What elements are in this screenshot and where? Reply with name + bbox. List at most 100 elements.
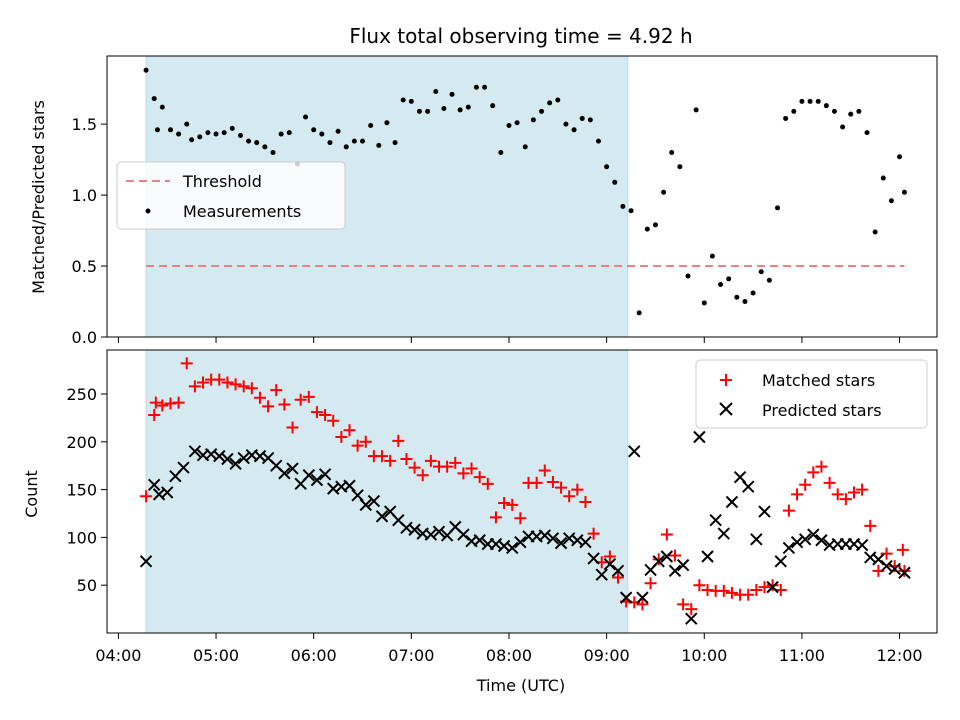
measurements-point [693, 107, 699, 113]
measurements-point [237, 132, 243, 138]
matched-stars-point [644, 577, 657, 590]
y-tick-label: 100 [66, 528, 97, 547]
matched-stars-point [408, 461, 421, 474]
matched-stars-point [677, 598, 690, 611]
measurements-point [143, 67, 149, 73]
measurements-point [262, 144, 268, 150]
matched-stars-point [237, 380, 250, 393]
measurements-point [888, 198, 894, 204]
measurements-point [327, 140, 333, 146]
predicted-stars-point [766, 580, 779, 594]
matched-stars-point [823, 476, 836, 489]
matched-stars-point [839, 493, 852, 506]
ratio-panel: 0.0 0.5 1.0 1.5 Matched/Predicted stars Thr… [29, 55, 938, 347]
measurements-point [270, 150, 276, 156]
legend-predicted-label: Predicted stars [762, 401, 882, 420]
measurements-point [547, 100, 553, 106]
measurements-point [840, 124, 846, 130]
matched-stars-point [392, 434, 405, 447]
predicted-stars-point [237, 451, 250, 465]
measurements-point [189, 137, 195, 143]
predicted-stars-point [302, 469, 316, 482]
measurements-point [848, 111, 854, 117]
measurements-point [799, 98, 805, 104]
measurements-point [490, 103, 496, 109]
matched-stars-point [149, 396, 162, 409]
predicted-stars-point [750, 533, 763, 546]
predicted-stars-point [359, 498, 372, 512]
measurements-point [311, 127, 317, 133]
measurements-point [652, 222, 658, 228]
predicted-stars-point [668, 564, 682, 578]
measurements-point [734, 294, 740, 300]
predicted-stars-point [725, 495, 739, 509]
x-tick-label: 08:00 [486, 646, 532, 665]
measurements-point [864, 130, 870, 136]
matched-stars-point [270, 384, 283, 397]
y-axis-label-count: Count [22, 470, 41, 518]
matched-stars-point [530, 476, 543, 489]
predicted-stars-point [701, 550, 714, 563]
measurements-point [351, 138, 357, 144]
y-tick-label: 200 [66, 433, 97, 452]
measurements-point [669, 150, 675, 156]
y-tick-label: 0.0 [72, 328, 97, 347]
measurements-point [343, 144, 349, 150]
measurements-point [758, 269, 764, 275]
predicted-stars-point [506, 541, 519, 555]
matched-stars-point [294, 393, 307, 406]
matched-stars-point [546, 475, 559, 488]
matched-stars-point [245, 382, 258, 395]
measurements-point [159, 104, 165, 110]
measurements-point [815, 98, 821, 104]
legend-threshold-label: Threshold [182, 172, 262, 191]
matched-stars-point [612, 571, 625, 584]
predicted-stars-point [595, 568, 608, 581]
count-panel: 50 100 150 200 250 04:00 05:00 06:00 07:00 08:00 0… [22, 349, 938, 695]
predicted-stars-point [709, 513, 722, 527]
predicted-stars-point [538, 529, 551, 542]
measurements-point [856, 108, 862, 114]
y-tick-label: 0.5 [72, 257, 97, 276]
matched-stars-point [782, 504, 795, 517]
matched-stars-point [498, 496, 511, 509]
measurements-point [628, 208, 634, 214]
predicted-stars-point [676, 558, 690, 572]
matched-stars-point [799, 478, 812, 491]
predicted-stars-point [782, 541, 796, 555]
matched-stars-point [685, 603, 698, 616]
x-tick-label: 09:00 [584, 646, 630, 665]
predicted-stars-point [424, 528, 438, 541]
matched-stars-point [766, 579, 779, 592]
predicted-stars-point [619, 591, 633, 604]
legend-measurements-swatch [145, 208, 151, 214]
x-tick-label: 07:00 [388, 646, 434, 665]
predicted-stars-point [177, 461, 190, 474]
matched-stars-point [327, 414, 340, 427]
measurements-point [221, 130, 227, 136]
predicted-stars-point [872, 553, 885, 566]
matched-stars-point [856, 483, 869, 496]
measurements-point [644, 226, 650, 232]
measurements-point [376, 142, 382, 148]
measurements-point [368, 123, 374, 129]
measurements-point [620, 203, 626, 209]
matched-stars-point [807, 466, 820, 479]
predicted-stars-point [161, 486, 174, 499]
measurements-point [433, 88, 439, 94]
matched-stars-point [489, 511, 502, 524]
predicted-stars-point [579, 535, 592, 549]
matched-stars-point [831, 488, 844, 501]
predicted-stars-point [603, 557, 617, 571]
x-tick-label: 11:00 [779, 646, 825, 665]
matched-stars-point [864, 519, 877, 532]
matched-stars-point [384, 454, 397, 467]
matched-stars-point [262, 400, 275, 413]
predicted-stars-point [147, 478, 161, 492]
predicted-stars-point [807, 528, 820, 541]
measurements-point [229, 125, 235, 131]
predicted-stars-point [310, 473, 324, 487]
matched-stars-point [815, 460, 828, 473]
matched-stars-point [660, 528, 673, 541]
predicted-stars-point [611, 564, 625, 578]
